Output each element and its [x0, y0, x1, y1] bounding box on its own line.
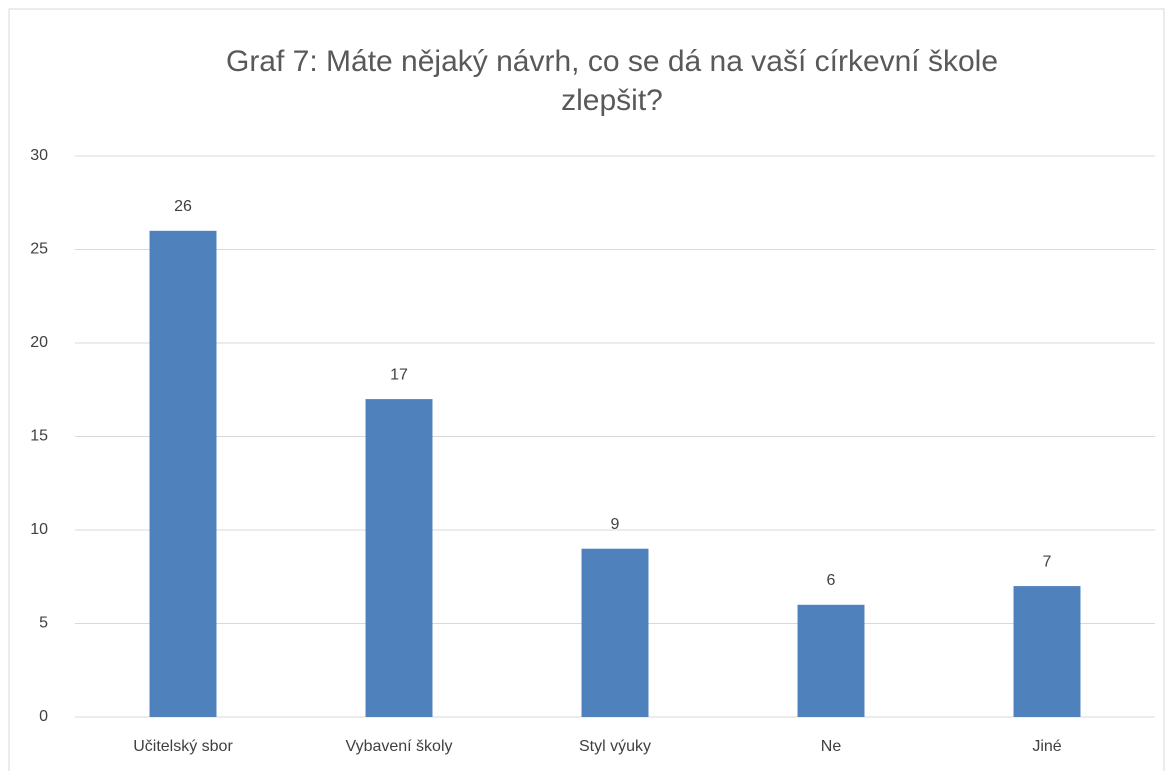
data-label: 9: [611, 516, 620, 533]
y-tick-label: 25: [30, 241, 48, 258]
data-label: 26: [174, 198, 192, 215]
bar: [149, 230, 217, 718]
bar: [365, 399, 433, 717]
x-tick-label: Styl výuky: [579, 738, 651, 755]
x-tick-label: Jiné: [1032, 738, 1061, 755]
data-label: 17: [390, 366, 408, 383]
bar: [1013, 586, 1081, 717]
y-tick-label: 0: [39, 708, 48, 725]
y-tick-label: 20: [30, 334, 48, 351]
x-tick-label: Ne: [821, 738, 842, 755]
bar: [797, 604, 865, 717]
y-tick-label: 10: [30, 521, 48, 538]
data-label: 6: [827, 572, 836, 589]
y-tick-label: 30: [30, 147, 48, 164]
chart-border: [8, 8, 1165, 771]
y-tick-label: 15: [30, 428, 48, 445]
x-tick-label: Učitelský sbor: [133, 738, 233, 755]
bar: [581, 548, 649, 717]
data-label: 7: [1043, 553, 1052, 570]
x-tick-label: Vybavení školy: [345, 738, 452, 755]
y-tick-label: 5: [39, 615, 48, 632]
chart-title: Graf 7: Máte nějaký návrh, co se dá na v…: [225, 45, 999, 117]
